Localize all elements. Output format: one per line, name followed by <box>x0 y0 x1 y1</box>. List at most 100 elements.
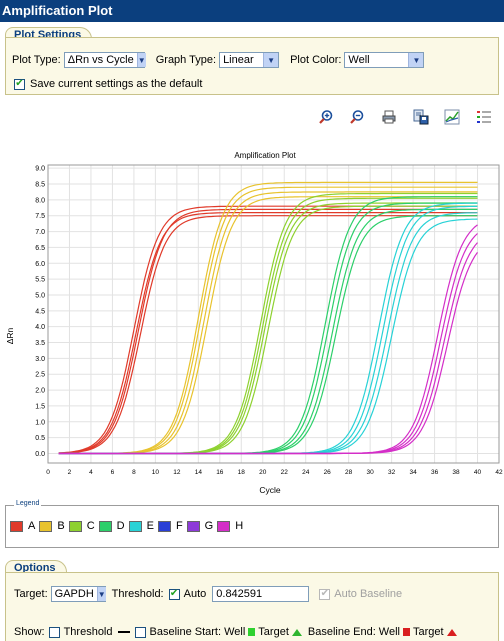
show-threshold-label: Threshold <box>63 626 113 638</box>
graph-type-label: Graph Type: <box>155 54 217 66</box>
threshold-input[interactable]: 0.842591 <box>212 586 310 602</box>
legend-swatch <box>157 520 171 532</box>
y-tick-label: 6.0 <box>35 261 45 268</box>
y-tick-label: 0.5 <box>35 435 45 442</box>
legend-toggle-icon[interactable] <box>475 108 493 126</box>
y-tick-label: 3.5 <box>35 340 45 347</box>
legend-items: A B C D E F G H <box>10 520 247 532</box>
legend-item: G <box>186 520 214 532</box>
zoom-in-icon[interactable] <box>317 108 335 126</box>
chevron-down-icon[interactable]: ▼ <box>96 587 106 601</box>
legend-label: D <box>116 520 125 532</box>
graph-type-select[interactable]: Linear ▼ <box>219 52 280 68</box>
plot-color-select[interactable]: Well ▼ <box>344 52 425 68</box>
plot-type-select[interactable]: ΔRn vs Cycle ▼ <box>63 52 146 68</box>
threshold-label: Threshold: <box>111 588 164 600</box>
options-panel: Target: GAPDH ▼ Threshold: ✔ Auto 0.8425… <box>5 572 499 641</box>
y-tick-label: 1.5 <box>35 403 45 410</box>
plot-toolbar <box>310 106 500 128</box>
baseline-start-well-marker-icon <box>248 628 256 636</box>
x-tick-label: 20 <box>259 469 267 476</box>
chart-title: Amplification Plot <box>234 151 296 160</box>
legend-item: C <box>68 520 95 532</box>
plot-type-value: ΔRn vs Cycle <box>67 54 134 66</box>
auto-label: Auto <box>183 588 207 600</box>
show-baseline-start-checkbox[interactable] <box>134 626 146 638</box>
x-tick-label: 6 <box>111 469 115 476</box>
legend-item: H <box>217 520 243 532</box>
x-tick-label: 42 <box>495 469 503 476</box>
zoom-out-icon[interactable] <box>348 108 366 126</box>
options-tab[interactable]: Options <box>5 560 67 574</box>
x-tick-label: 24 <box>302 469 310 476</box>
legend-item: B <box>39 520 65 532</box>
x-tick-label: 12 <box>173 469 181 476</box>
legend-swatch <box>98 520 112 532</box>
chevron-down-icon[interactable]: ▼ <box>263 53 279 67</box>
plot-frame <box>47 164 500 464</box>
baseline-end-target-marker-icon <box>446 628 457 636</box>
x-tick-label: 4 <box>89 469 93 476</box>
y-tick-label: 7.5 <box>35 213 45 220</box>
show-threshold-checkbox[interactable] <box>48 626 60 638</box>
y-tick-label: 5.5 <box>35 277 45 284</box>
baseline-start-target-marker-icon <box>291 628 302 636</box>
legend-item: A <box>10 520 35 532</box>
legend-label: B <box>57 520 65 532</box>
legend-swatch <box>217 520 231 532</box>
x-tick-label: 16 <box>216 469 224 476</box>
legend-title: Legend <box>14 500 42 507</box>
show-label: Show: <box>14 626 45 638</box>
plot-properties-icon[interactable] <box>443 108 461 126</box>
legend-label: G <box>204 520 214 532</box>
y-tick-label: 7.0 <box>35 229 45 236</box>
plot-color-value: Well <box>348 54 370 66</box>
legend-label: H <box>235 520 244 532</box>
legend-swatch <box>128 520 142 532</box>
legend-item: F <box>157 520 183 532</box>
legend-item: E <box>128 520 154 532</box>
legend-box: Legend A B C D E F G H <box>5 500 499 548</box>
y-tick-label: 1.0 <box>35 419 45 426</box>
save-image-icon[interactable] <box>412 108 430 126</box>
save-default-checkbox[interactable]: ✔ <box>14 78 25 90</box>
y-tick-label: 8.5 <box>35 182 45 189</box>
y-tick-label: 2.5 <box>35 372 45 379</box>
target-value: GAPDH <box>54 588 94 600</box>
x-tick-label: 28 <box>345 469 353 476</box>
window-title: Amplification Plot <box>0 0 504 22</box>
legend-swatch <box>186 520 200 532</box>
series-line-a <box>58 215 478 454</box>
x-tick-label: 18 <box>238 469 246 476</box>
threshold-line-icon <box>117 631 130 633</box>
x-axis-label: Cycle <box>259 485 281 495</box>
x-tick-label: 26 <box>324 469 332 476</box>
auto-threshold-checkbox[interactable]: ✔ <box>168 588 180 600</box>
baseline-end-well-marker-icon <box>403 628 410 636</box>
print-icon[interactable] <box>380 108 398 126</box>
x-tick-label: 22 <box>281 469 289 476</box>
y-tick-label: 8.0 <box>35 197 45 204</box>
chevron-down-icon[interactable]: ▼ <box>136 53 146 67</box>
x-tick-label: 34 <box>409 469 417 476</box>
x-tick-label: 32 <box>388 469 396 476</box>
chevron-down-icon[interactable]: ▼ <box>408 53 424 67</box>
auto-baseline-label: Auto Baseline <box>334 588 403 600</box>
y-axis-label: ΔRn <box>5 327 15 344</box>
legend-item: D <box>98 520 125 532</box>
y-tick-label: 6.5 <box>35 245 45 252</box>
baseline-start-label: Baseline Start: Well <box>149 626 246 638</box>
amplification-chart[interactable]: Amplification Plot 0 2 4 6 8 10 12 14 16 18 20 22 24… <box>0 145 504 500</box>
x-tick-label: 8 <box>132 469 136 476</box>
x-tick-label: 38 <box>452 469 460 476</box>
baseline-end-target-label: Target <box>413 626 444 638</box>
x-tick-label: 14 <box>195 469 203 476</box>
x-tick-label: 10 <box>152 469 160 476</box>
y-tick-label: 9.0 <box>35 166 45 173</box>
target-select[interactable]: GAPDH ▼ <box>50 586 106 602</box>
target-label: Target: <box>14 588 48 600</box>
legend-label: A <box>28 520 36 532</box>
legend-swatch <box>68 520 82 532</box>
x-tick-label: 36 <box>431 469 439 476</box>
legend-label: C <box>86 520 95 532</box>
